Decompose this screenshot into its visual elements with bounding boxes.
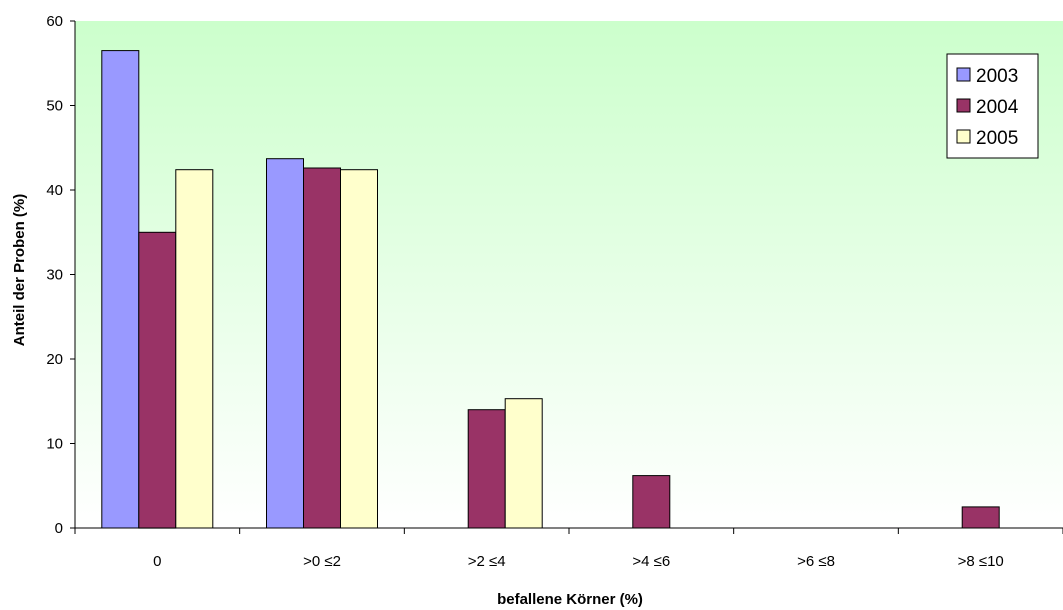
- x-tick-label: >2 ≤4: [468, 553, 506, 570]
- plot-area: [75, 21, 1063, 528]
- x-tick-label: >8 ≤10: [958, 553, 1004, 570]
- x-tick-label: >6 ≤8: [797, 553, 835, 570]
- bar-2004-0: [138, 231, 177, 529]
- bar-2003-0: [101, 50, 140, 529]
- legend-swatch-2005: [956, 129, 971, 144]
- legend: 2003 2004 2005: [946, 53, 1039, 159]
- y-tick-label: 50: [46, 98, 63, 115]
- bar-2004-5: [961, 506, 1000, 529]
- axes-group: [70, 20, 1063, 534]
- x-tick-label: >4 ≤6: [632, 553, 670, 570]
- bar-2004-3: [632, 475, 671, 529]
- y-tick-label: 0: [55, 520, 63, 537]
- legend-label-2004: 2004: [976, 97, 1019, 118]
- x-tick-label: 0: [153, 553, 161, 570]
- y-tick-label: 10: [46, 436, 63, 453]
- bar-2005-2: [504, 398, 543, 529]
- bar-2005-0: [175, 169, 214, 529]
- tick-labels-group: 0 10 20 30 40 50 60 0 >0 ≤2 >2 ≤4 >4 ≤6 >6 ≤8 >8 ≤10: [46, 13, 1003, 570]
- bar-2004-1: [303, 167, 341, 529]
- legend-swatch-2003: [956, 67, 971, 82]
- bar-2004-2: [467, 409, 506, 529]
- y-tick-label: 30: [46, 267, 63, 284]
- bars-group: [101, 50, 1000, 529]
- y-axis-title: Anteil der Proben (%): [11, 194, 28, 347]
- y-tick-label: 40: [46, 182, 63, 199]
- x-tick-label: >0 ≤2: [303, 553, 341, 570]
- legend-swatch-2004: [956, 98, 971, 113]
- y-tick-label: 60: [46, 13, 63, 30]
- y-tick-label: 20: [46, 351, 63, 368]
- bar-2003-1: [266, 158, 304, 529]
- bar-2005-1: [340, 169, 378, 529]
- x-axis-title: befallene Körner (%): [497, 591, 643, 608]
- legend-label-2005: 2005: [976, 128, 1018, 149]
- legend-label-2003: 2003: [976, 66, 1018, 87]
